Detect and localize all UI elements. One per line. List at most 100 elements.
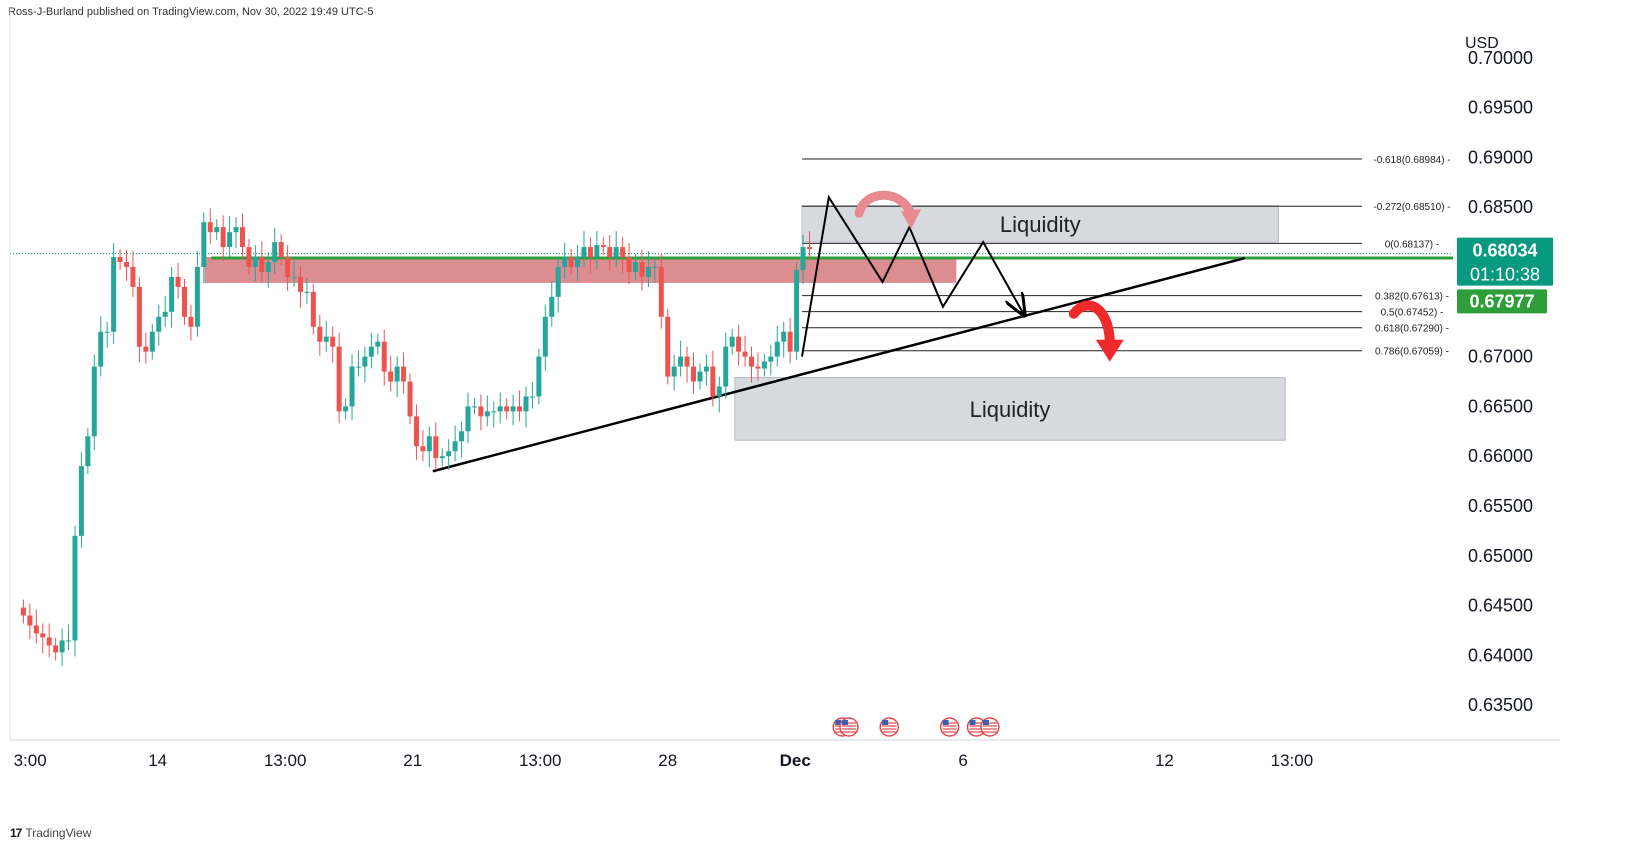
candle: [162, 295, 168, 327]
candle-body: [478, 406, 484, 417]
candle-body: [233, 227, 239, 233]
trendline-0: [432, 256, 1246, 473]
y-tick-label: 0.64500: [1468, 596, 1533, 616]
candle-body: [149, 331, 155, 352]
candle-body: [323, 336, 329, 342]
candle-body: [188, 316, 194, 327]
candle-body: [691, 366, 697, 382]
x-tick-label: 28: [658, 751, 677, 770]
zone-label-1: Liquidity: [970, 397, 1051, 422]
x-tick-label: 6: [958, 751, 967, 770]
candle-body: [703, 366, 709, 372]
candle-body: [684, 356, 690, 367]
candle-body: [143, 346, 149, 352]
candle: [594, 231, 600, 269]
candle: [529, 382, 535, 409]
candle: [182, 278, 188, 325]
candle-body: [46, 637, 52, 646]
zone-liquidity-0: [801, 205, 1279, 243]
candle-body: [420, 446, 426, 452]
candle-body: [343, 406, 349, 412]
candle-body: [252, 257, 258, 267]
candle-body: [201, 222, 207, 267]
candle: [349, 354, 355, 421]
candle: [375, 333, 381, 355]
candle-body: [336, 346, 342, 412]
candle: [749, 346, 755, 383]
candle-body: [620, 247, 626, 258]
candle-body: [536, 356, 542, 397]
currency-label: USD: [1465, 35, 1499, 52]
flag-event-icon: [839, 717, 859, 737]
candle: [394, 356, 400, 398]
candle-body: [207, 222, 213, 233]
candle-body: [465, 406, 471, 432]
candle: [330, 326, 336, 363]
candle-body: [652, 266, 658, 268]
candle-body: [645, 266, 651, 277]
candle: [555, 257, 561, 313]
candle: [27, 603, 33, 640]
candle-body: [774, 341, 780, 357]
candle-body: [749, 356, 755, 367]
zone-resistance-2: [204, 257, 957, 283]
candle: [323, 320, 329, 352]
candle-body: [581, 247, 587, 258]
candle: [343, 398, 349, 420]
candle-body: [781, 331, 787, 342]
candle-body: [27, 615, 33, 626]
candle-body: [330, 336, 336, 347]
flag-event-icon: [879, 717, 899, 737]
candle: [201, 212, 207, 283]
candle-body: [156, 316, 162, 332]
fib-label-2: 0(0.68137) -: [1385, 239, 1439, 250]
candle: [459, 421, 465, 458]
candle-body: [194, 266, 200, 327]
candle-body: [227, 232, 233, 248]
candle: [149, 323, 155, 360]
candle: [156, 304, 162, 346]
candle-body: [214, 227, 220, 233]
candle: [252, 245, 258, 281]
candle: [471, 398, 477, 415]
candle-body: [761, 361, 767, 369]
candle-body: [175, 276, 181, 287]
candle-body: [710, 366, 716, 397]
candle: [562, 243, 568, 279]
candle-body: [272, 242, 278, 263]
candle-body: [246, 247, 252, 267]
flag-canton: [969, 720, 976, 725]
candle-body: [787, 331, 793, 352]
candle: [104, 321, 110, 348]
candle: [85, 428, 91, 475]
fib-label-0: -0.618(0.68984) -: [1373, 155, 1450, 166]
candle: [439, 448, 445, 467]
fib-label-5: 0.618(0.67290) -: [1375, 324, 1449, 335]
candle: [620, 237, 626, 273]
candle: [517, 390, 523, 422]
y-tick-label: 0.70000: [1468, 48, 1533, 68]
red-arrow-bottom-head: [1095, 339, 1124, 362]
candle-body: [678, 356, 684, 367]
x-tick-label: 13:00: [1271, 751, 1314, 770]
candle: [684, 346, 690, 383]
candle: [787, 317, 793, 364]
candle-body: [136, 286, 142, 347]
candle: [259, 241, 265, 282]
candle-body: [394, 366, 400, 382]
red-arrow-bottom: [1068, 300, 1124, 362]
candle-body: [613, 247, 619, 258]
candle-body: [285, 257, 291, 277]
candle-body: [491, 411, 497, 413]
candle: [478, 394, 484, 431]
candle: [542, 304, 548, 371]
fib-label-1: -0.272(0.68510) -: [1373, 202, 1450, 213]
candle: [736, 324, 742, 366]
candle-body: [794, 269, 800, 352]
candle: [523, 386, 529, 428]
candle: [46, 623, 52, 658]
candle: [265, 252, 271, 288]
candle-body: [297, 276, 303, 292]
candle: [452, 425, 458, 462]
